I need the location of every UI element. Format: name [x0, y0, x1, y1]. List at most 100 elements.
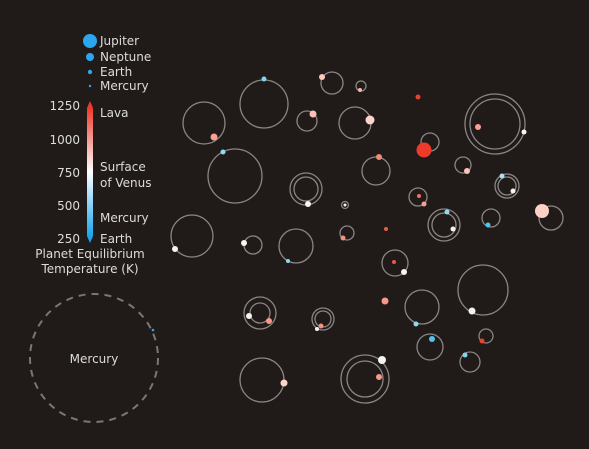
- reference-orbit-label: Mercury: [70, 352, 119, 366]
- legend-label-earth: Earth: [100, 65, 132, 79]
- reference-orbit: Mercury: [29, 293, 159, 423]
- legend-label-jupiter: Jupiter: [99, 34, 139, 48]
- planet-dot: [479, 338, 485, 344]
- orbit-ring: [182, 101, 226, 145]
- size-legend: Jupiter Neptune Earth Mercury: [83, 34, 151, 93]
- planet-dot: [286, 259, 290, 263]
- orbit-ring: [338, 106, 372, 140]
- legend-dot-jupiter: [83, 34, 97, 48]
- planet-dot: [381, 297, 389, 305]
- planet-dot: [450, 226, 456, 232]
- orbit-ring: [170, 214, 214, 258]
- planet-dot: [318, 323, 324, 329]
- reference-orbit-ring: [29, 293, 159, 423]
- scale-title-line-1: Planet Equilibrium: [35, 247, 144, 261]
- planet-dot: [462, 352, 468, 358]
- scale-label-mercury: Mercury: [100, 211, 149, 225]
- planet-dot: [241, 240, 247, 246]
- planet-dot: [376, 154, 382, 160]
- planet-dot: [384, 227, 388, 231]
- planet-dot: [246, 313, 252, 319]
- planet-dot: [315, 327, 319, 331]
- planet-dot: [309, 110, 317, 118]
- scale-label-lava: Lava: [100, 106, 129, 120]
- planet-dot: [464, 168, 470, 174]
- orbit-ring: [289, 172, 323, 206]
- planet-dot: [416, 142, 432, 158]
- planet-dot: [340, 235, 346, 241]
- planet-dot: [280, 379, 288, 387]
- orbit-ring: [296, 110, 318, 132]
- planet-dot: [358, 88, 362, 92]
- orbit-ring: [243, 296, 277, 330]
- legend-dot-earth: [87, 69, 93, 75]
- planet-dot: [485, 222, 491, 228]
- planet-dot: [415, 94, 421, 100]
- temperature-scale: 1250 1000 750 500 250 Lava Surface of Ve…: [35, 99, 151, 276]
- planet-dot: [378, 356, 386, 364]
- orbit-ring: [340, 354, 390, 404]
- orbit-ring: [340, 200, 350, 210]
- orbit-ring: [497, 176, 517, 196]
- orbit-ring: [293, 176, 319, 202]
- scale-tick-1250: 1250: [49, 99, 80, 113]
- planet-dot: [172, 246, 178, 252]
- orbit-ring: [320, 71, 344, 95]
- scale-label-venus-2: of Venus: [100, 176, 152, 190]
- planet-dot: [401, 269, 407, 275]
- reference-planet-dot: [151, 328, 155, 332]
- orbit-ring: [431, 212, 457, 238]
- planet-dot: [468, 307, 476, 315]
- planet-dot: [365, 115, 375, 125]
- scale-tick-1000: 1000: [49, 133, 80, 147]
- orbit-ring: [239, 357, 285, 403]
- planet-dot: [421, 201, 427, 207]
- orbit-ring: [278, 228, 314, 264]
- scale-tick-250: 250: [57, 232, 80, 246]
- orbit-ring: [538, 205, 564, 231]
- orbit-ring: [416, 333, 444, 361]
- orbit-ring: [481, 208, 501, 228]
- orbit-ring: [311, 307, 335, 331]
- planet-dot: [521, 129, 527, 135]
- scale-top-arrow: [87, 101, 93, 108]
- orbit-ring: [494, 173, 520, 199]
- planet-dot: [305, 201, 311, 207]
- planet-dot: [220, 149, 226, 155]
- orbit-ring: [249, 302, 271, 324]
- orbit-ring: [478, 328, 494, 344]
- legend-label-neptune: Neptune: [100, 50, 151, 64]
- planet-dot: [319, 74, 325, 80]
- planet-dot: [343, 203, 347, 207]
- scale-label-earth: Earth: [100, 232, 132, 246]
- orbit-ring: [207, 148, 263, 204]
- planet-dot: [499, 173, 505, 179]
- legend-dot-mercury: [88, 84, 92, 88]
- orbit-ring: [469, 98, 521, 150]
- orbit-ring: [346, 360, 384, 398]
- scale-bottom-arrow: [87, 236, 93, 243]
- planet-dot: [444, 209, 450, 215]
- scale-title-line-2: Temperature (K): [40, 262, 138, 276]
- orbit-ring: [239, 79, 289, 129]
- planet-dot: [210, 133, 218, 141]
- planet-dot: [266, 318, 272, 324]
- orbit-ring: [464, 93, 526, 155]
- orbit-ring: [404, 289, 440, 325]
- orbit-ring: [459, 351, 481, 373]
- planet-dot: [376, 374, 382, 380]
- orbit-ring: [427, 208, 461, 242]
- orbit-ring: [454, 156, 472, 174]
- orbit-ring: [408, 187, 428, 207]
- scale-tick-750: 750: [57, 166, 80, 180]
- legend-label-mercury: Mercury: [100, 79, 149, 93]
- planet-dot: [510, 188, 516, 194]
- orbit-ring: [457, 264, 509, 316]
- orbit-ring: [361, 156, 391, 186]
- planet-dot: [261, 76, 267, 82]
- scale-label-venus-1: Surface: [100, 160, 146, 174]
- planet-dot: [475, 124, 481, 130]
- orbit-field: [170, 71, 564, 404]
- orbit-ring: [381, 249, 409, 277]
